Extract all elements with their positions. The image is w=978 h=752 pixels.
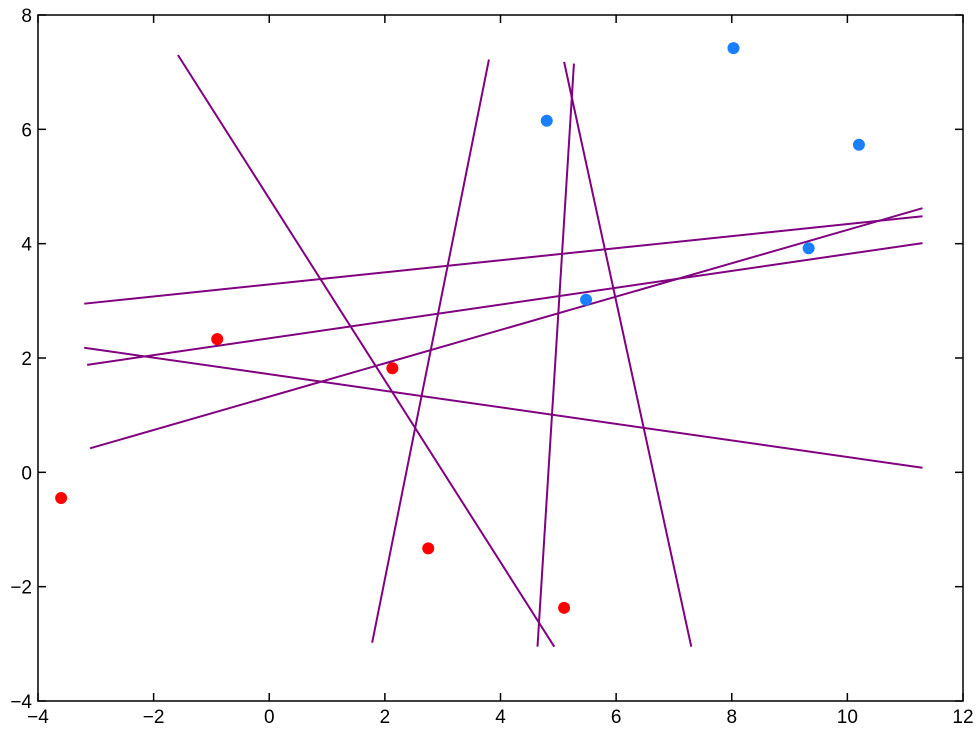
data-point <box>727 42 740 55</box>
y-tick-label: 4 <box>21 235 32 256</box>
y-tick-label: 2 <box>21 349 32 370</box>
line-segment <box>89 207 923 450</box>
data-point <box>55 492 68 505</box>
x-tick-label: 10 <box>837 707 858 728</box>
x-tick-label: −2 <box>143 707 165 728</box>
data-point <box>852 138 865 151</box>
data-points <box>55 42 865 614</box>
x-tick-label: 8 <box>726 707 737 728</box>
x-tick-label: 2 <box>380 707 391 728</box>
x-tick-label: 12 <box>952 707 973 728</box>
x-tick-label: 0 <box>264 707 275 728</box>
y-tick-label: 8 <box>21 6 32 27</box>
x-axis: −4 −2 0 2 4 6 8 10 12 <box>27 15 974 728</box>
plot-area-frame <box>37 14 964 702</box>
y-tick-label: −2 <box>10 578 32 599</box>
line-segment <box>177 54 556 648</box>
line-segment <box>86 242 923 366</box>
line-segment <box>84 215 923 305</box>
data-point <box>580 293 593 306</box>
x-tick-label: 6 <box>611 707 622 728</box>
data-point <box>540 114 553 127</box>
y-tick-label: −4 <box>10 692 32 713</box>
x-tick-label: −4 <box>27 707 49 728</box>
line-segment <box>563 61 693 647</box>
decision-lines <box>84 54 923 648</box>
data-point <box>386 362 399 375</box>
line-segment <box>536 63 575 647</box>
x-tick-label: 4 <box>495 707 506 728</box>
data-point <box>422 542 435 555</box>
y-tick-label: 6 <box>21 120 32 141</box>
data-point <box>802 242 815 255</box>
data-point <box>558 601 571 614</box>
line-segment <box>84 346 923 469</box>
y-tick-label: 0 <box>21 463 32 484</box>
data-point <box>211 333 224 346</box>
y-axis: −4 −2 0 2 4 6 8 <box>10 6 963 713</box>
